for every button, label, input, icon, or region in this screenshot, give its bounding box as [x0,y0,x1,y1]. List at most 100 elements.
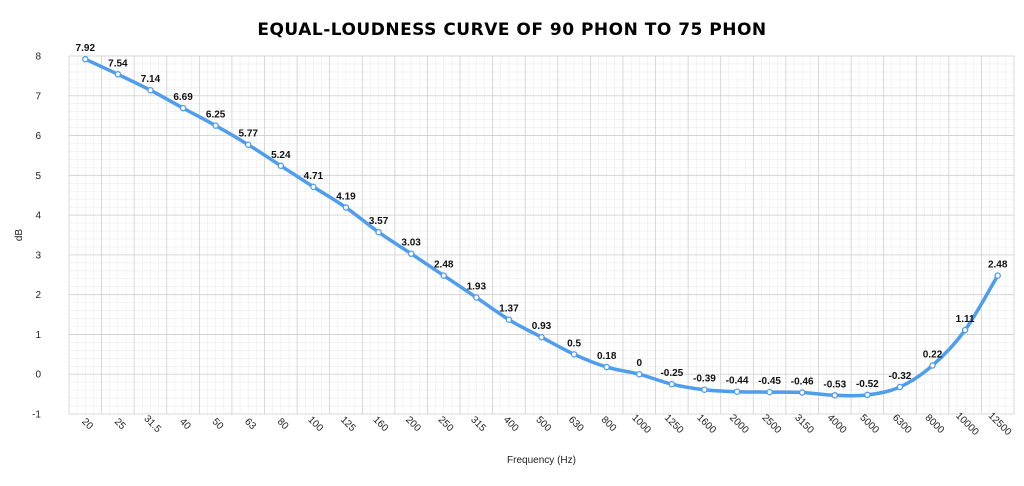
data-label: -0.44 [726,376,749,387]
data-point [82,55,89,63]
data-label: 0.93 [532,321,552,332]
data-label: 3.57 [369,216,389,227]
data-label: 7.14 [141,74,161,85]
y-tick-label: 1 [35,330,41,341]
data-point [310,183,317,191]
data-point [766,388,773,396]
x-axis-ticks: 20 25 31.5 40 50 63 80 100 125 160 200 250 315 400 500… [79,411,1013,439]
x-tick-label: 8000 [923,412,947,436]
data-label: 2.48 [434,260,454,271]
x-tick-label: 400 [501,414,521,434]
data-label: 0.22 [923,349,943,360]
x-tick-label: 6300 [890,412,914,436]
x-tick-label: 63 [242,416,258,432]
y-axis-ticks: -1 0 1 2 3 4 5 6 7 8 [32,52,41,421]
data-label: -0.45 [758,376,781,387]
data-label: -0.39 [693,374,716,385]
data-label: 5.77 [238,129,258,140]
data-label: 5.24 [271,150,291,161]
x-tick-label: 125 [338,414,358,434]
data-point [994,272,1001,279]
data-label: 4.71 [304,171,324,182]
x-tick-label: 315 [468,414,488,434]
data-point [179,104,187,112]
y-tick-label: 5 [35,171,41,182]
x-tick-label: 12500 [986,411,1014,439]
x-tick-label: 160 [371,414,391,434]
y-tick-label: -1 [32,410,41,421]
data-label: 1.37 [499,304,519,315]
data-label: 2.48 [988,260,1008,271]
data-label: 4.19 [336,192,356,203]
x-tick-label: 1000 [629,412,653,436]
x-tick-label: 250 [436,414,456,434]
data-label: 1.11 [956,314,975,325]
data-point [147,86,154,94]
x-tick-label: 2500 [760,412,784,436]
x-tick-label: 80 [275,416,291,432]
x-tick-label: 800 [599,414,619,434]
grid-lines [68,55,1015,415]
data-point [929,362,936,369]
x-axis-title: Frequency (Hz) [507,455,576,466]
data-label: -0.53 [823,379,846,390]
data-point [668,380,676,388]
x-tick-label: 40 [177,416,193,432]
data-point [896,383,904,391]
x-tick-label: 10000 [953,411,981,439]
data-point [473,294,480,301]
data-label: 0.18 [597,351,617,362]
data-point [538,333,545,341]
x-tick-label: 31.5 [141,413,163,435]
data-label: -0.52 [856,379,879,390]
x-tick-label: 1250 [662,412,686,436]
data-point [701,386,708,393]
x-tick-label: 4000 [825,412,849,436]
data-point [277,162,285,170]
y-tick-label: 4 [35,211,41,222]
data-point [440,272,447,279]
data-label: 7.92 [76,43,96,54]
data-label: -0.32 [889,371,912,382]
data-point [212,122,219,129]
data-point [636,370,643,378]
y-tick-label: 3 [35,250,41,261]
x-tick-label: 2000 [727,412,751,436]
x-tick-label: 500 [533,414,553,434]
data-point [798,389,806,396]
x-tick-label: 50 [210,416,226,432]
x-tick-label: 630 [566,414,586,434]
data-point [733,388,741,395]
chart-title: EQUAL-LOUDNESS CURVE OF 90 PHON TO 75 PH… [257,20,767,40]
y-tick-label: 0 [35,370,41,381]
data-label: 3.03 [401,238,421,249]
data-point [570,351,578,358]
x-tick-label: 100 [305,414,325,434]
data-point [114,71,122,78]
data-point [961,326,969,334]
x-tick-label: 3150 [792,412,816,436]
data-point [831,392,839,399]
data-label: 1.93 [467,281,487,292]
y-tick-label: 6 [35,131,41,142]
data-point [603,363,610,371]
y-tick-label: 7 [35,91,41,102]
x-tick-label: 20 [79,416,95,432]
data-label: 0.5 [567,338,581,349]
x-tick-label: 5000 [857,412,881,436]
data-points [82,55,1001,399]
data-label: 6.69 [173,92,193,103]
data-labels: 7.92 7.54 7.14 6.69 6.25 5.77 5.24 4.71 4.19 3.57… [76,43,1008,390]
data-point [244,141,252,148]
data-label: 6.25 [206,110,226,121]
data-label: 0 [636,358,642,369]
data-point [505,316,513,323]
data-point [375,228,382,236]
data-point [407,250,415,257]
data-label: -0.46 [791,377,814,388]
data-point [864,391,871,399]
y-tick-label: 8 [35,52,41,63]
data-label: 7.54 [108,58,128,69]
x-tick-label: 200 [403,414,423,434]
